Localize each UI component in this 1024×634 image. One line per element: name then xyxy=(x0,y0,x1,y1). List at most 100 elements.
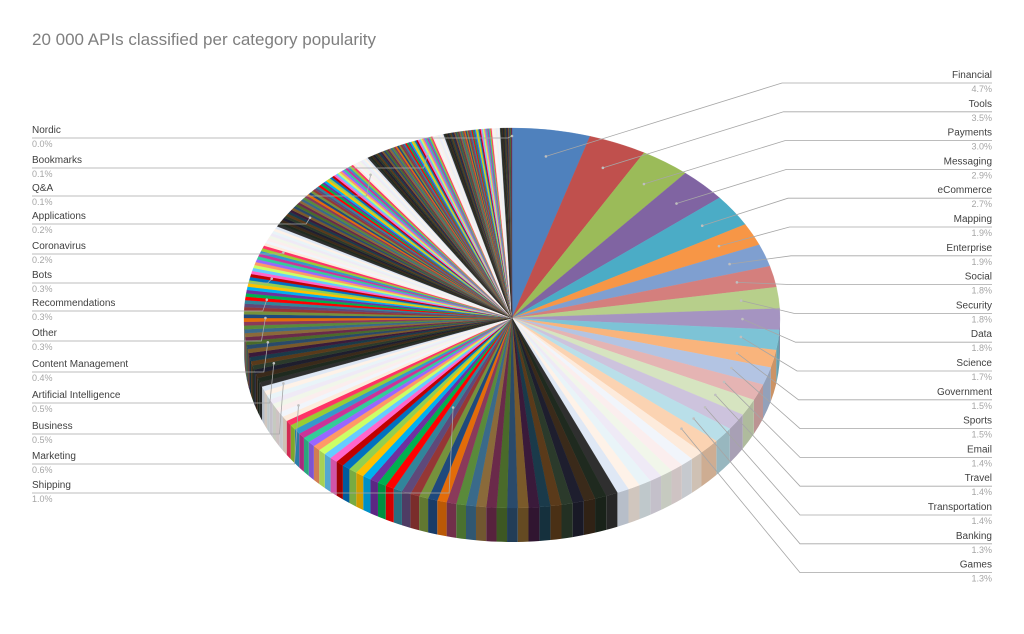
pie-side-segment xyxy=(324,453,331,492)
pie-side-segment xyxy=(393,488,402,526)
leader-dot xyxy=(451,406,455,409)
leader-dot xyxy=(692,417,695,420)
pie-side-segment xyxy=(410,493,420,531)
leader-line-nordic xyxy=(32,135,513,139)
label-transportation: Transportation xyxy=(928,502,992,513)
label-tools: Tools xyxy=(969,99,992,110)
leader-line-transportation xyxy=(704,407,992,516)
label-coronavirus-pct: 0.2% xyxy=(32,255,53,265)
label-payments-pct: 3.0% xyxy=(971,142,992,152)
pie-side-segment xyxy=(252,365,255,404)
pie-side-segment xyxy=(691,452,702,493)
pie-side-segment xyxy=(319,449,325,488)
pie-side-segment xyxy=(770,350,777,402)
label-nordic-pct: 0.0% xyxy=(32,139,53,149)
label-recommendations: Recommendations xyxy=(32,298,115,309)
label-bookmarks-pct: 0.1% xyxy=(32,169,53,179)
leader-dot xyxy=(735,351,739,355)
data-labels: Financial 4.7% Tools 3.5% Payments 3.0% Messag… xyxy=(32,70,992,584)
leader-line-enterprise xyxy=(729,255,992,265)
pie-side-segment xyxy=(385,485,394,523)
pie-side-segment xyxy=(496,507,508,542)
leader-line-content-management xyxy=(32,342,269,373)
pie-side-segment xyxy=(701,440,717,487)
label-data-pct: 1.8% xyxy=(971,343,992,353)
label-enterprise-pct: 1.9% xyxy=(971,257,992,267)
leader-line-games xyxy=(681,428,992,573)
pie-side-segment xyxy=(299,433,304,472)
pie-side-segment xyxy=(776,329,780,385)
label-payments: Payments xyxy=(948,128,992,139)
pie-side-segment xyxy=(486,507,497,542)
label-data: Data xyxy=(971,329,993,340)
leader-line-science xyxy=(740,336,992,372)
leader-dot xyxy=(264,316,267,320)
pie-side-segment xyxy=(303,437,309,476)
pie-side-segment xyxy=(517,507,529,542)
pie-side-segment xyxy=(671,464,682,505)
pie-side-segment xyxy=(267,395,270,434)
leader-line-shipping xyxy=(32,407,454,494)
label-transportation-pct: 1.4% xyxy=(971,516,992,526)
leader-line-security xyxy=(741,300,992,314)
pie-side-segment xyxy=(639,480,651,520)
label-messaging: Messaging xyxy=(944,156,992,167)
label-social: Social xyxy=(965,272,992,283)
pie-side-segment xyxy=(446,502,457,538)
pie-side-segment xyxy=(681,458,692,499)
leader-line-email xyxy=(723,381,992,458)
label-shipping: Shipping xyxy=(32,480,71,491)
pie-top-face xyxy=(243,127,781,509)
pie-side-segment xyxy=(475,506,487,542)
pie-side-segment xyxy=(275,408,280,447)
pie-side-segment xyxy=(251,361,253,400)
label-email-pct: 1.4% xyxy=(971,458,992,468)
leader-dot xyxy=(741,317,744,321)
leader-dot xyxy=(308,216,312,220)
pie-side-segment xyxy=(282,416,287,455)
pie-side-segment xyxy=(246,345,248,384)
leader-dot xyxy=(510,134,514,138)
pie-side-segment xyxy=(255,373,258,413)
pie-side-segment xyxy=(269,399,273,438)
label-government-pct: 1.5% xyxy=(971,401,992,411)
leader-line-bots xyxy=(32,278,273,284)
label-business: Business xyxy=(32,421,73,432)
pie-side-segment xyxy=(528,507,540,542)
label-financial-pct: 4.7% xyxy=(971,84,992,94)
pie-side-segment xyxy=(356,472,364,511)
label-q-a: Q&A xyxy=(32,183,53,194)
pie-side-segment xyxy=(456,503,466,540)
leader-dot xyxy=(728,262,731,266)
leader-dot xyxy=(717,244,721,248)
leader-lines xyxy=(32,82,992,573)
leader-dot xyxy=(282,382,285,385)
pie-side-segment xyxy=(729,414,743,463)
leader-line-bookmarks xyxy=(32,153,429,169)
leader-dot xyxy=(270,277,274,280)
pie-side-segment xyxy=(507,507,518,542)
leader-line-other xyxy=(32,317,266,342)
leader-line-data xyxy=(742,318,992,343)
pie-side-segment xyxy=(539,506,551,542)
pie-side-segment xyxy=(583,498,596,536)
pie-side-segment xyxy=(572,501,584,538)
leader-dot xyxy=(722,380,726,384)
leader-dot xyxy=(282,251,285,254)
pie-side-segment xyxy=(661,470,672,510)
leader-dot xyxy=(730,366,733,370)
leader-dot xyxy=(272,361,276,365)
leader-dot xyxy=(426,152,429,156)
label-other: Other xyxy=(32,328,58,339)
label-content-management: Content Management xyxy=(32,359,128,370)
pie-side-segment xyxy=(262,386,265,425)
pie-side-segment xyxy=(249,357,252,396)
pie-side-segment xyxy=(419,496,429,533)
leader-line-travel xyxy=(715,394,992,487)
pie-side-segment xyxy=(257,378,260,417)
pie-side-segment xyxy=(716,428,730,475)
label-recommendations-pct: 0.3% xyxy=(32,312,53,322)
leader-line-payments xyxy=(643,140,992,185)
label-nordic: Nordic xyxy=(32,125,61,136)
